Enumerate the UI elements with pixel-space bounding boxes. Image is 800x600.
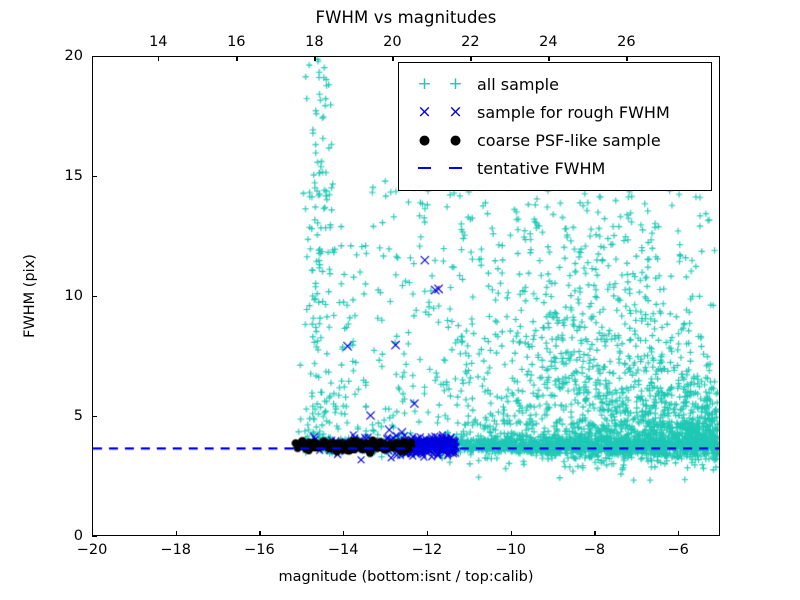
y-tick-label: 20 <box>64 48 83 64</box>
legend-item: × × sample for rough FWHM <box>409 98 701 126</box>
x-top-tick-label: 18 <box>305 34 324 50</box>
x-top-tick-label: 16 <box>227 34 246 50</box>
y-tick-label: 5 <box>73 408 83 424</box>
x-tick-label: −16 <box>244 542 275 558</box>
legend-item: + + all sample <box>409 70 701 98</box>
x-tick <box>594 531 596 536</box>
y-tick <box>92 296 97 298</box>
x-tick <box>343 531 345 536</box>
x-tick-label: −12 <box>411 542 443 558</box>
x-tick-label: −14 <box>327 542 359 558</box>
legend: + + all sample × × sample for rough FWHM ●… <box>398 62 712 191</box>
y-tick-label: 15 <box>64 168 83 184</box>
x-tick-label: −10 <box>495 542 526 558</box>
x-tick <box>259 531 261 536</box>
legend-marker-coarse-sample: ● ● <box>418 132 462 148</box>
y-tick <box>92 416 97 418</box>
chart-title: FWHM vs magnitudes <box>315 8 497 27</box>
legend-label: tentative FWHM <box>477 158 606 178</box>
x-top-tick-label: 14 <box>149 34 168 50</box>
x-top-tick-label: 20 <box>383 34 402 50</box>
legend-label: all sample <box>477 74 559 94</box>
x-top-tick <box>626 56 628 61</box>
legend-item: ● ● coarse PSF-like sample <box>409 126 701 154</box>
x-tick-label: −18 <box>160 542 192 558</box>
x-top-tick <box>548 56 550 61</box>
x-tick-label: −20 <box>76 542 108 558</box>
x-tick <box>92 531 94 536</box>
legend-marker-rough-sample: × × <box>417 101 463 122</box>
x-tick <box>678 531 680 536</box>
y-tick <box>92 536 97 538</box>
y-tick <box>92 176 97 178</box>
legend-label: sample for rough FWHM <box>477 102 670 122</box>
y-tick-label: 10 <box>64 288 83 304</box>
x-top-tick <box>314 56 316 61</box>
legend-item: tentative FWHM <box>409 154 701 182</box>
x-tick <box>426 531 429 536</box>
x-top-tick <box>392 56 394 61</box>
x-top-tick <box>158 56 160 61</box>
x-tick <box>175 531 177 536</box>
x-top-tick-label: 22 <box>461 34 480 50</box>
y-axis-label: FWHM (pix) <box>20 56 40 536</box>
x-tick <box>510 531 512 536</box>
x-axis-label: magnitude (bottom:isnt / top:calib) <box>278 569 534 585</box>
y-tick <box>92 56 97 58</box>
x-top-tick-label: 26 <box>617 34 636 50</box>
y-axis-label-text: FWHM (pix) <box>22 254 39 338</box>
x-top-tick <box>236 56 238 61</box>
x-tick-label: −6 <box>667 542 689 558</box>
x-top-tick <box>470 56 472 61</box>
x-top-tick-label: 24 <box>539 34 558 50</box>
legend-marker-all-sample: + + <box>417 73 463 94</box>
x-tick-label: −8 <box>583 542 606 558</box>
legend-label: coarse PSF-like sample <box>477 130 661 150</box>
legend-marker-tentative-fwhm <box>409 166 471 170</box>
y-tick-label: 0 <box>73 528 83 544</box>
